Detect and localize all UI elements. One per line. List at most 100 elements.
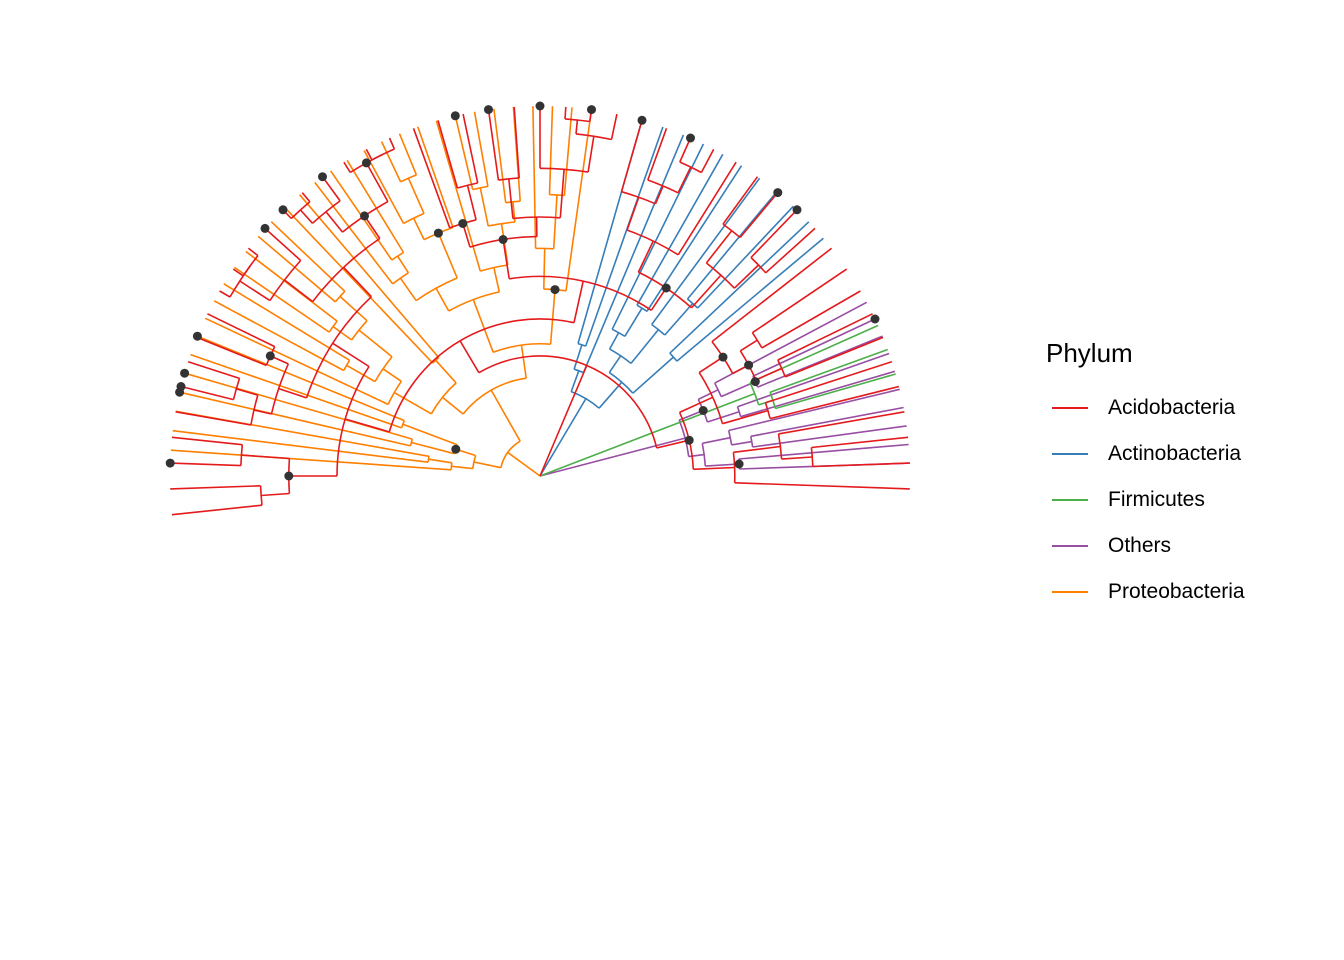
branch-173 — [539, 365, 588, 477]
node-point-201 — [176, 382, 186, 391]
node-point-204 — [265, 351, 275, 361]
branch-121 — [284, 207, 434, 364]
node-point-234 — [361, 158, 371, 168]
branch-77 — [170, 449, 452, 471]
branch-233 — [365, 162, 389, 202]
branch-328 — [733, 445, 781, 454]
branch-129 — [399, 277, 417, 302]
branch-271 — [610, 113, 618, 140]
branch-arc-112 — [328, 320, 338, 333]
branch-290 — [690, 274, 722, 309]
branch-51 — [608, 355, 622, 374]
branch-314 — [739, 339, 758, 352]
branch-154 — [454, 115, 474, 190]
legend-label-proteobacteria: Proteobacteria — [1108, 580, 1245, 603]
node-point-247 — [458, 219, 468, 228]
branch-167 — [552, 194, 558, 249]
branch-78 — [428, 458, 453, 464]
branch-12 — [752, 318, 876, 377]
branch-47 — [584, 126, 664, 347]
branch-arc-2 — [678, 419, 690, 457]
branch-297 — [733, 264, 760, 289]
branch-105 — [346, 364, 376, 383]
branch-arc-293 — [722, 223, 741, 239]
branch-240 — [388, 137, 396, 150]
branch-206 — [196, 336, 267, 367]
branch-arc-183 — [259, 485, 263, 506]
branch-49 — [598, 381, 623, 409]
branch-arc-242 — [509, 275, 652, 311]
branch-333 — [811, 436, 909, 449]
node-point-220 — [260, 223, 270, 233]
branch-103 — [382, 368, 402, 382]
branch-305 — [679, 396, 714, 414]
branch-147 — [493, 267, 501, 293]
branch-231 — [321, 176, 341, 202]
tree-branches — [170, 106, 910, 516]
branch-288 — [700, 148, 715, 173]
node-point-259 — [484, 105, 493, 115]
branch-321 — [785, 336, 884, 378]
branch-arc-196 — [250, 394, 259, 426]
branch-149 — [435, 120, 482, 272]
branch-177 — [344, 418, 390, 433]
branch-184 — [171, 504, 263, 516]
branch-108 — [223, 283, 351, 361]
branch-207 — [207, 313, 276, 348]
branch-53 — [608, 332, 620, 350]
node-point-137 — [433, 228, 443, 238]
branch-arc-106 — [342, 359, 351, 371]
branch-arc-268 — [564, 118, 590, 123]
branch-arc-124 — [492, 342, 551, 354]
branch-arc-101 — [387, 380, 402, 405]
branch-156 — [473, 111, 489, 187]
branch-80 — [172, 429, 429, 463]
branch-arc-158 — [505, 200, 521, 204]
branch-330 — [778, 411, 905, 435]
branch-118 — [270, 221, 346, 292]
branch-96 — [490, 389, 521, 442]
branch-325 — [769, 385, 900, 420]
node-point-244 — [498, 235, 508, 244]
branch-279 — [620, 120, 643, 192]
branch-38 — [769, 348, 888, 393]
branch-60 — [630, 329, 660, 364]
branch-146 — [417, 126, 454, 228]
branch-18 — [740, 370, 896, 418]
branch-239 — [365, 148, 373, 161]
legend-item-others: Others — [1046, 523, 1245, 569]
branch-73 — [473, 461, 502, 469]
branch-21 — [702, 436, 731, 445]
branch-arc-79 — [427, 456, 430, 463]
branch-142 — [407, 177, 425, 214]
branch-221 — [363, 215, 381, 239]
branch-arc-192 — [305, 296, 372, 399]
branch-70 — [676, 237, 824, 362]
legend-key-acidobacteria — [1052, 407, 1088, 409]
legend: Phylum Acidobacteria Actinobacteria Firm… — [1046, 338, 1245, 615]
branch-202 — [187, 360, 240, 380]
node-point-273 — [661, 283, 671, 293]
branch-66 — [697, 205, 794, 309]
branch-171 — [565, 109, 593, 291]
branch-210 — [284, 279, 314, 303]
branch-arc-41 — [570, 390, 600, 409]
branch-326 — [693, 466, 735, 471]
branch-188 — [170, 462, 241, 467]
branch-56 — [624, 307, 643, 337]
branch-19 — [688, 453, 705, 458]
branch-169 — [548, 106, 554, 195]
branch-69 — [669, 221, 810, 354]
legend-key-others — [1052, 545, 1088, 547]
branch-107 — [213, 300, 345, 372]
branch-161 — [549, 289, 556, 345]
branch-arc-178 — [336, 366, 370, 477]
branch-182 — [261, 492, 290, 497]
branch-67 — [632, 356, 674, 394]
branch-144 — [380, 141, 402, 183]
branch-307 — [698, 356, 724, 374]
branch-arc-315 — [751, 332, 763, 349]
branch-256 — [508, 178, 514, 219]
branch-arc-97 — [462, 377, 527, 415]
